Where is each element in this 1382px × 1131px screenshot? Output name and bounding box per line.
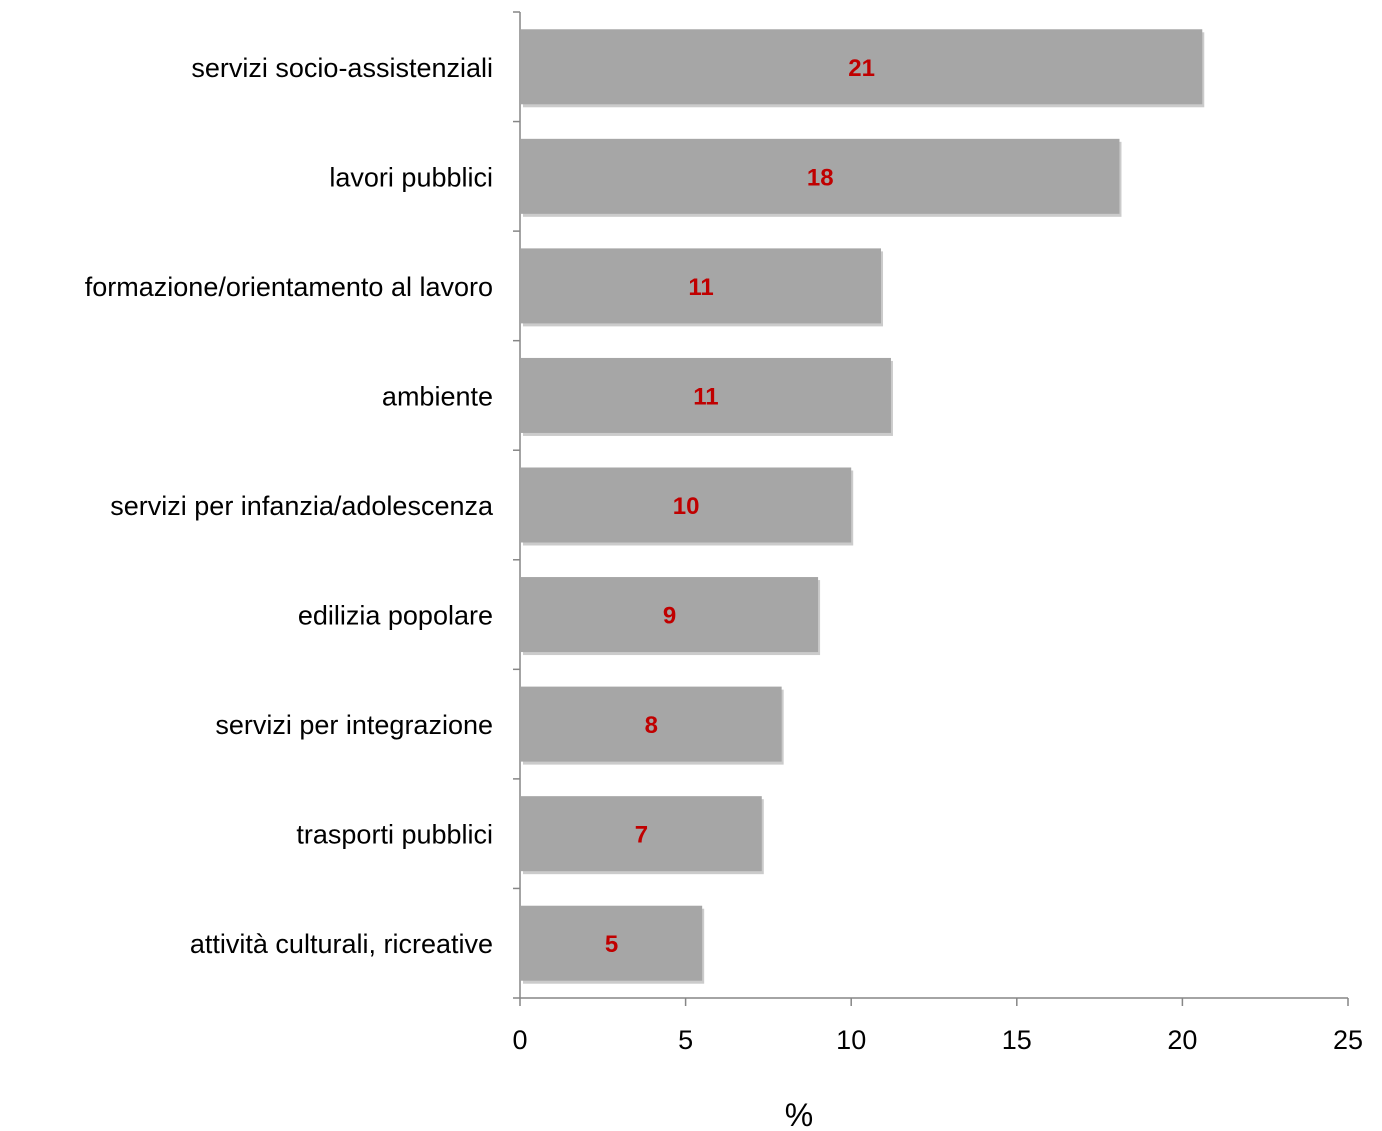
category-label: edilizia popolare [298,601,493,631]
x-tick-label: 10 [836,1025,866,1055]
x-tick-label: 20 [1167,1025,1197,1055]
category-label: lavori pubblici [329,162,493,192]
data-label: 11 [693,383,718,410]
labels: 21 servizi socio-assistenziali 18 lavori pu… [85,53,1363,1055]
bar [521,357,891,433]
x-tick-label: 5 [678,1025,693,1055]
data-label: 18 [807,164,834,191]
data-label: 5 [605,931,618,958]
bar [521,686,782,762]
x-tick-label: 0 [512,1025,527,1055]
data-label: 9 [663,603,676,630]
bar [521,905,703,981]
data-label: 11 [688,274,713,301]
bar [521,29,1203,105]
bars [521,29,1203,981]
x-axis-title: % [785,1097,813,1131]
data-label: 8 [645,712,658,739]
x-tick-label: 25 [1333,1025,1363,1055]
data-label: 10 [673,493,700,520]
category-label: attività culturali, ricreative [190,929,493,959]
bar [521,467,852,543]
category-label: servizi socio-assistenziali [191,53,493,83]
data-label: 7 [635,822,648,849]
bar [521,138,1120,214]
category-label: trasporti pubblici [296,820,493,850]
category-label: servizi per integrazione [215,710,493,740]
data-label: 21 [848,55,875,82]
axes [513,11,1349,1006]
category-label: servizi per infanzia/adolescenza [110,491,494,521]
bar [521,248,882,324]
category-label: ambiente [382,381,493,411]
bar [521,577,819,653]
x-tick-label: 15 [1002,1025,1032,1055]
bar [521,796,762,872]
category-label: formazione/orientamento al lavoro [85,272,493,302]
